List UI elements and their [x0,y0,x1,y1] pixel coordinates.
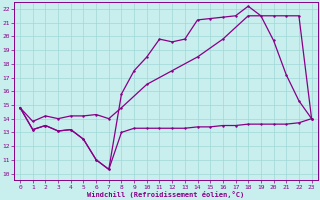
X-axis label: Windchill (Refroidissement éolien,°C): Windchill (Refroidissement éolien,°C) [87,191,244,198]
